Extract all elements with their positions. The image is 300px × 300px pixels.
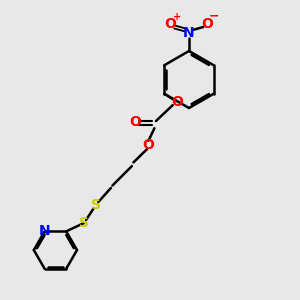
Text: +: + [173, 12, 181, 22]
Text: O: O [171, 95, 183, 109]
Text: S: S [79, 216, 89, 230]
Text: O: O [164, 17, 176, 31]
Text: O: O [129, 115, 141, 129]
Text: S: S [91, 198, 101, 212]
Text: O: O [202, 17, 214, 31]
Text: O: O [142, 138, 154, 152]
Text: −: − [208, 10, 219, 23]
Text: N: N [39, 224, 50, 238]
Text: N: N [183, 26, 195, 40]
